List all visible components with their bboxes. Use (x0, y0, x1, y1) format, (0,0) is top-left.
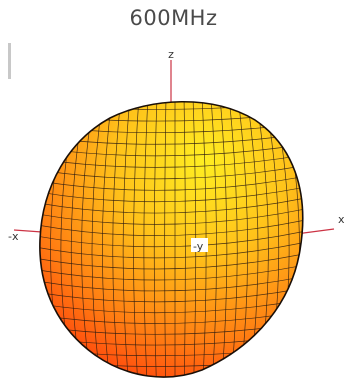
mesh-latitude-line (39, 192, 303, 214)
mesh-longitude-line (143, 101, 149, 378)
mesh-longitude-line (218, 101, 228, 378)
mesh-longitude-line (112, 101, 123, 378)
mesh-longitude-line (183, 101, 186, 378)
mesh-longitude-line (227, 101, 238, 378)
mesh-latitude-line (39, 170, 303, 191)
mesh-latitude-line (39, 203, 303, 225)
y-axis-label-bg (191, 238, 208, 252)
radiation-pattern-surface (39, 100, 304, 378)
x-axis-neg-line (13, 229, 43, 233)
mesh-latitude-line (39, 236, 303, 259)
mesh-longitude-line (164, 101, 167, 378)
mesh-longitude-line (122, 101, 132, 378)
y-axis-neg-label: -y (193, 240, 204, 253)
mesh-longitude-line (102, 101, 114, 378)
plot-title: 600MHz (129, 6, 218, 30)
scrollbar-fragment (8, 43, 11, 79)
mesh-latitude-line (39, 247, 303, 270)
mesh-longitude-line (153, 101, 158, 378)
mesh-longitude-line (91, 101, 105, 378)
z-axis-label: z (168, 48, 174, 61)
mesh-latitude-line (39, 181, 303, 203)
mesh-latitude-line (39, 160, 303, 180)
x-axis-neg-label: -x (8, 230, 19, 243)
mesh-longitude-line (133, 101, 140, 378)
mesh-longitude-line (210, 101, 217, 378)
x-axis-pos-label: x (338, 213, 345, 226)
